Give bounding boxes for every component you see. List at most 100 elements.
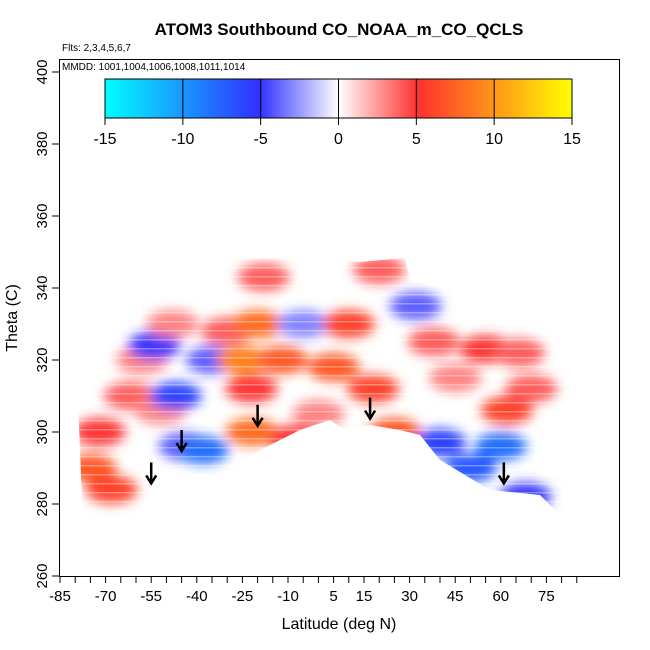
y-tick-label: 360 — [34, 203, 51, 228]
data-blob — [429, 364, 482, 392]
grid-stripe — [78, 321, 575, 323]
colorbar-tick-label: 15 — [563, 131, 581, 148]
flight-arrow — [175, 430, 188, 454]
data-blob — [78, 454, 117, 482]
data-blob — [149, 382, 202, 410]
grid-stripe — [78, 474, 575, 476]
data-blob — [277, 310, 330, 338]
data-blob — [255, 346, 308, 374]
grid-stripe — [78, 429, 575, 431]
y-tick-label: 400 — [34, 59, 51, 84]
grid-stripe — [78, 294, 575, 296]
grid-stripe — [78, 492, 575, 494]
y-tick-label: 260 — [34, 563, 51, 588]
grid-stripe — [78, 285, 575, 287]
grid-stripe — [60, 573, 590, 575]
grid-stripe — [78, 411, 575, 413]
data-blob — [225, 374, 278, 403]
x-tick-label: 30 — [401, 588, 418, 605]
data-field — [60, 240, 590, 575]
x-axis-label: Latitude (deg N) — [282, 616, 397, 633]
grid-stripe — [78, 546, 575, 548]
data-blob — [78, 418, 126, 446]
grid-stripe — [78, 501, 575, 503]
flight-arrow — [145, 462, 158, 486]
data-blob — [493, 338, 546, 367]
grid-stripe — [60, 240, 590, 242]
y-tick-label: 280 — [34, 491, 51, 516]
grid-stripe — [78, 357, 575, 359]
data-blob — [499, 482, 552, 511]
grid-stripe — [78, 402, 575, 404]
grid-stripe — [78, 303, 575, 305]
grid-stripe — [78, 456, 575, 458]
grid-stripe — [78, 465, 575, 467]
x-tick-label: 15 — [356, 588, 373, 605]
data-blob — [216, 346, 269, 374]
data-blob — [292, 400, 345, 428]
colorbar-tick-label: -15 — [93, 131, 116, 148]
x-tick-label: -40 — [186, 588, 208, 605]
x-axis-ticks: -85 -70 -55 -40 -25 -10 5 15 30 45 60 75 — [49, 576, 578, 605]
arrow-layer — [145, 397, 510, 486]
x-tick-label: 5 — [329, 588, 337, 605]
grid-stripe — [78, 483, 575, 485]
data-blob — [407, 328, 460, 356]
data-blob — [85, 475, 138, 504]
flight-arrow — [364, 397, 377, 421]
data-blob — [146, 310, 199, 338]
grid-stripe — [78, 366, 575, 368]
flight-arrow — [497, 462, 510, 486]
grid-stripe — [78, 519, 575, 521]
x-tick-label: -10 — [277, 588, 299, 605]
grid-stripe — [78, 393, 575, 395]
grid-stripe — [78, 384, 575, 386]
plot-frame — [59, 59, 620, 577]
data-blob — [480, 396, 533, 425]
grid-stripe — [78, 447, 575, 449]
colorbar-tick-label: -10 — [171, 131, 194, 148]
x-tick-label: -55 — [140, 588, 162, 605]
dates-label: MMDD: 1001,1004,1006,1008,1011,1014 — [62, 62, 246, 73]
data-blob — [237, 263, 290, 292]
grid-stripe — [78, 510, 575, 512]
data-blob — [322, 310, 375, 338]
grid-stripe — [78, 258, 575, 260]
grid-stripe — [78, 249, 575, 251]
x-tick-label: 45 — [447, 588, 464, 605]
data-blob — [307, 353, 360, 382]
colorbar-tick-label: -5 — [254, 131, 268, 148]
grid-stripe — [78, 537, 575, 539]
x-tick-label: -25 — [232, 588, 254, 605]
data-blob — [505, 374, 558, 403]
y-tick-label: 340 — [34, 275, 51, 300]
x-tick-label: -85 — [49, 588, 71, 605]
y-axis-label: Theta (C) — [4, 284, 21, 352]
data-blob — [176, 436, 229, 464]
grid-stripe — [78, 375, 575, 377]
grid-stripe — [78, 312, 575, 314]
flight-arrow — [251, 404, 264, 429]
x-tick-label: 75 — [538, 588, 555, 605]
data-blob — [389, 292, 442, 320]
grid-stripe — [78, 267, 575, 269]
grid-stripe — [78, 348, 575, 350]
y-tick-label: 300 — [34, 419, 51, 444]
chart-title: ATOM3 Southbound CO_NOAA_m_CO_QCLS — [155, 20, 524, 39]
data-blob — [474, 432, 527, 461]
grid-stripe — [78, 339, 575, 341]
colorbar-ticks: -15 -10 -5 0 5 10 15 — [93, 79, 581, 148]
grid-stripe — [78, 564, 575, 566]
grid-stripe — [78, 438, 575, 440]
data-blob — [231, 310, 284, 338]
y-axis-ticks: 260 280 300 320 340 360 380 400 — [34, 59, 59, 589]
flights-label: Flts: 2,3,4,5,6,7 — [62, 43, 131, 54]
y-tick-label: 320 — [34, 347, 51, 372]
grid-stripe — [78, 330, 575, 332]
colorbar-tick-label: 10 — [485, 131, 503, 148]
x-tick-label: 60 — [492, 588, 509, 605]
grid-stripe — [78, 420, 575, 422]
colorbar-tick-label: 0 — [334, 131, 343, 148]
data-blob — [368, 418, 421, 446]
